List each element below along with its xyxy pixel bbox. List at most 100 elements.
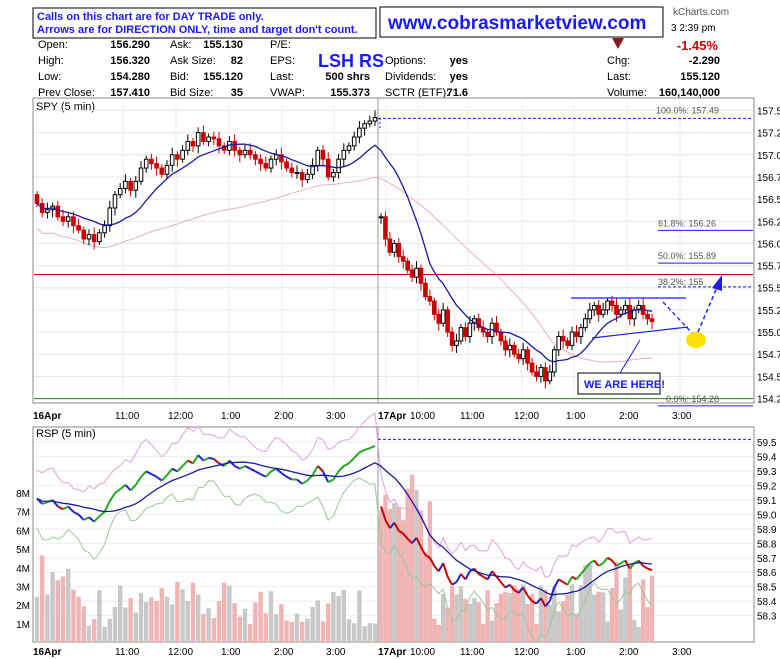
candle-body bbox=[520, 349, 526, 360]
candle-body bbox=[569, 331, 575, 346]
volume-bar bbox=[392, 503, 397, 642]
volume-bar bbox=[507, 593, 513, 642]
volume-bar bbox=[133, 612, 138, 642]
volume-bar bbox=[331, 592, 336, 642]
x-tick-label: 11:00 bbox=[460, 647, 485, 658]
rsp-price-segment bbox=[343, 462, 350, 467]
rsp-price-segment bbox=[197, 454, 205, 462]
volume-bar bbox=[427, 501, 433, 642]
candle-body bbox=[289, 167, 295, 173]
rsp-price-segment bbox=[249, 467, 256, 473]
volume-bar bbox=[34, 597, 40, 642]
volume-bar bbox=[454, 594, 459, 642]
candle-body bbox=[351, 136, 357, 147]
y-tick-label: 59.1 bbox=[757, 496, 777, 507]
volume-bar bbox=[86, 625, 92, 642]
volume-bar bbox=[232, 603, 237, 642]
candle-body bbox=[578, 327, 584, 338]
quote-field-value: 154.280 bbox=[110, 71, 150, 83]
volume-bar bbox=[50, 571, 55, 642]
candle-body bbox=[392, 242, 397, 253]
volume-bar bbox=[578, 585, 584, 642]
volume-bar bbox=[185, 600, 190, 642]
candle-body bbox=[258, 158, 263, 165]
quote-field-label: Bid: bbox=[170, 71, 189, 83]
volume-bar bbox=[640, 579, 646, 642]
rsp-price-segment bbox=[103, 500, 111, 513]
candle-body bbox=[556, 336, 562, 351]
quote-field-value: 155.373 bbox=[330, 87, 370, 99]
volume-tick-label: 5M bbox=[16, 545, 30, 556]
candle-body bbox=[102, 225, 107, 234]
candle-body bbox=[201, 132, 206, 142]
rsp-price-segment bbox=[270, 467, 277, 473]
candle-body bbox=[325, 158, 331, 178]
rsp-price-segment bbox=[260, 473, 267, 478]
fibonacci-levels: 100.0%: 157.49 61.8%: 156.26 50.0%: 155.89… bbox=[378, 105, 753, 407]
rsp-price-segment bbox=[234, 465, 241, 470]
quote-field-value: 157.410 bbox=[110, 87, 150, 99]
volume-bar bbox=[222, 582, 227, 642]
rsp-price-segment bbox=[509, 584, 516, 591]
rsp-price-segment bbox=[384, 519, 391, 529]
x-tick-label: 10:00 bbox=[410, 647, 435, 658]
candle-body bbox=[154, 163, 159, 169]
volume-bar bbox=[279, 603, 284, 642]
rsp-price-segment bbox=[228, 459, 236, 467]
y-tick-label: 156.75 bbox=[757, 173, 780, 184]
candle-body bbox=[427, 296, 433, 302]
rsp-price-segment bbox=[72, 510, 80, 516]
volume-bar bbox=[92, 618, 97, 642]
volume-bar bbox=[418, 510, 424, 642]
rsp-price-segment bbox=[322, 470, 330, 483]
candle-body bbox=[547, 371, 553, 382]
rsp-price-segment bbox=[593, 559, 600, 567]
rsp-price-segment bbox=[171, 467, 178, 473]
rsp-price-segment bbox=[584, 562, 591, 570]
candle-body bbox=[320, 149, 326, 160]
volume-bar bbox=[196, 594, 201, 642]
candle-body bbox=[587, 309, 593, 320]
x-tick-label: 3:00 bbox=[326, 411, 346, 422]
rsp-price-segment bbox=[239, 465, 246, 470]
rsp-price-segment bbox=[526, 594, 533, 602]
volume-bar bbox=[552, 586, 557, 642]
website-link[interactable]: www.cobrasmarketview.com bbox=[387, 13, 646, 34]
candle-body bbox=[649, 318, 655, 322]
rsp-ma-line bbox=[36, 461, 653, 596]
candle-body bbox=[405, 260, 410, 271]
rsp-x-axis: 16Apr 11:00 12:00 1:00 2:00 3:00 17Apr 10:00 11:… bbox=[33, 647, 692, 658]
notice-box bbox=[32, 7, 377, 39]
candle-body bbox=[560, 336, 566, 342]
candle-body bbox=[543, 367, 548, 382]
support-line bbox=[591, 326, 689, 339]
volume-bar bbox=[565, 594, 570, 642]
rsp-price-segment bbox=[88, 516, 95, 523]
volume-bar bbox=[378, 510, 384, 642]
candle-body bbox=[445, 309, 450, 333]
volume-bar bbox=[97, 590, 102, 642]
rsp-price-segment bbox=[244, 465, 251, 470]
volume-tick-label: 2M bbox=[16, 601, 30, 612]
volume-bar bbox=[556, 611, 561, 642]
candle-body bbox=[273, 154, 279, 160]
x-tick-label: 12:00 bbox=[514, 647, 539, 658]
candle-body bbox=[467, 322, 473, 338]
volume-bar bbox=[315, 600, 320, 642]
x-tick-label: 3:00 bbox=[326, 647, 346, 658]
candle-body bbox=[216, 138, 222, 147]
volume-bar bbox=[538, 585, 544, 642]
volume-tick-label: 4M bbox=[16, 564, 30, 575]
volume-bar bbox=[336, 595, 341, 642]
quote-field-label: Volume: bbox=[607, 87, 647, 99]
volume-bar bbox=[632, 620, 637, 642]
rsp-price-segment bbox=[114, 488, 121, 494]
candle-body bbox=[263, 163, 269, 169]
green-reference-line bbox=[36, 477, 653, 643]
candle-body bbox=[458, 327, 464, 342]
rsp-price-segment bbox=[181, 459, 189, 467]
rsp-price-segment bbox=[451, 581, 458, 586]
volume-bar bbox=[320, 621, 326, 642]
quote-field-label: Ask: bbox=[170, 39, 191, 51]
